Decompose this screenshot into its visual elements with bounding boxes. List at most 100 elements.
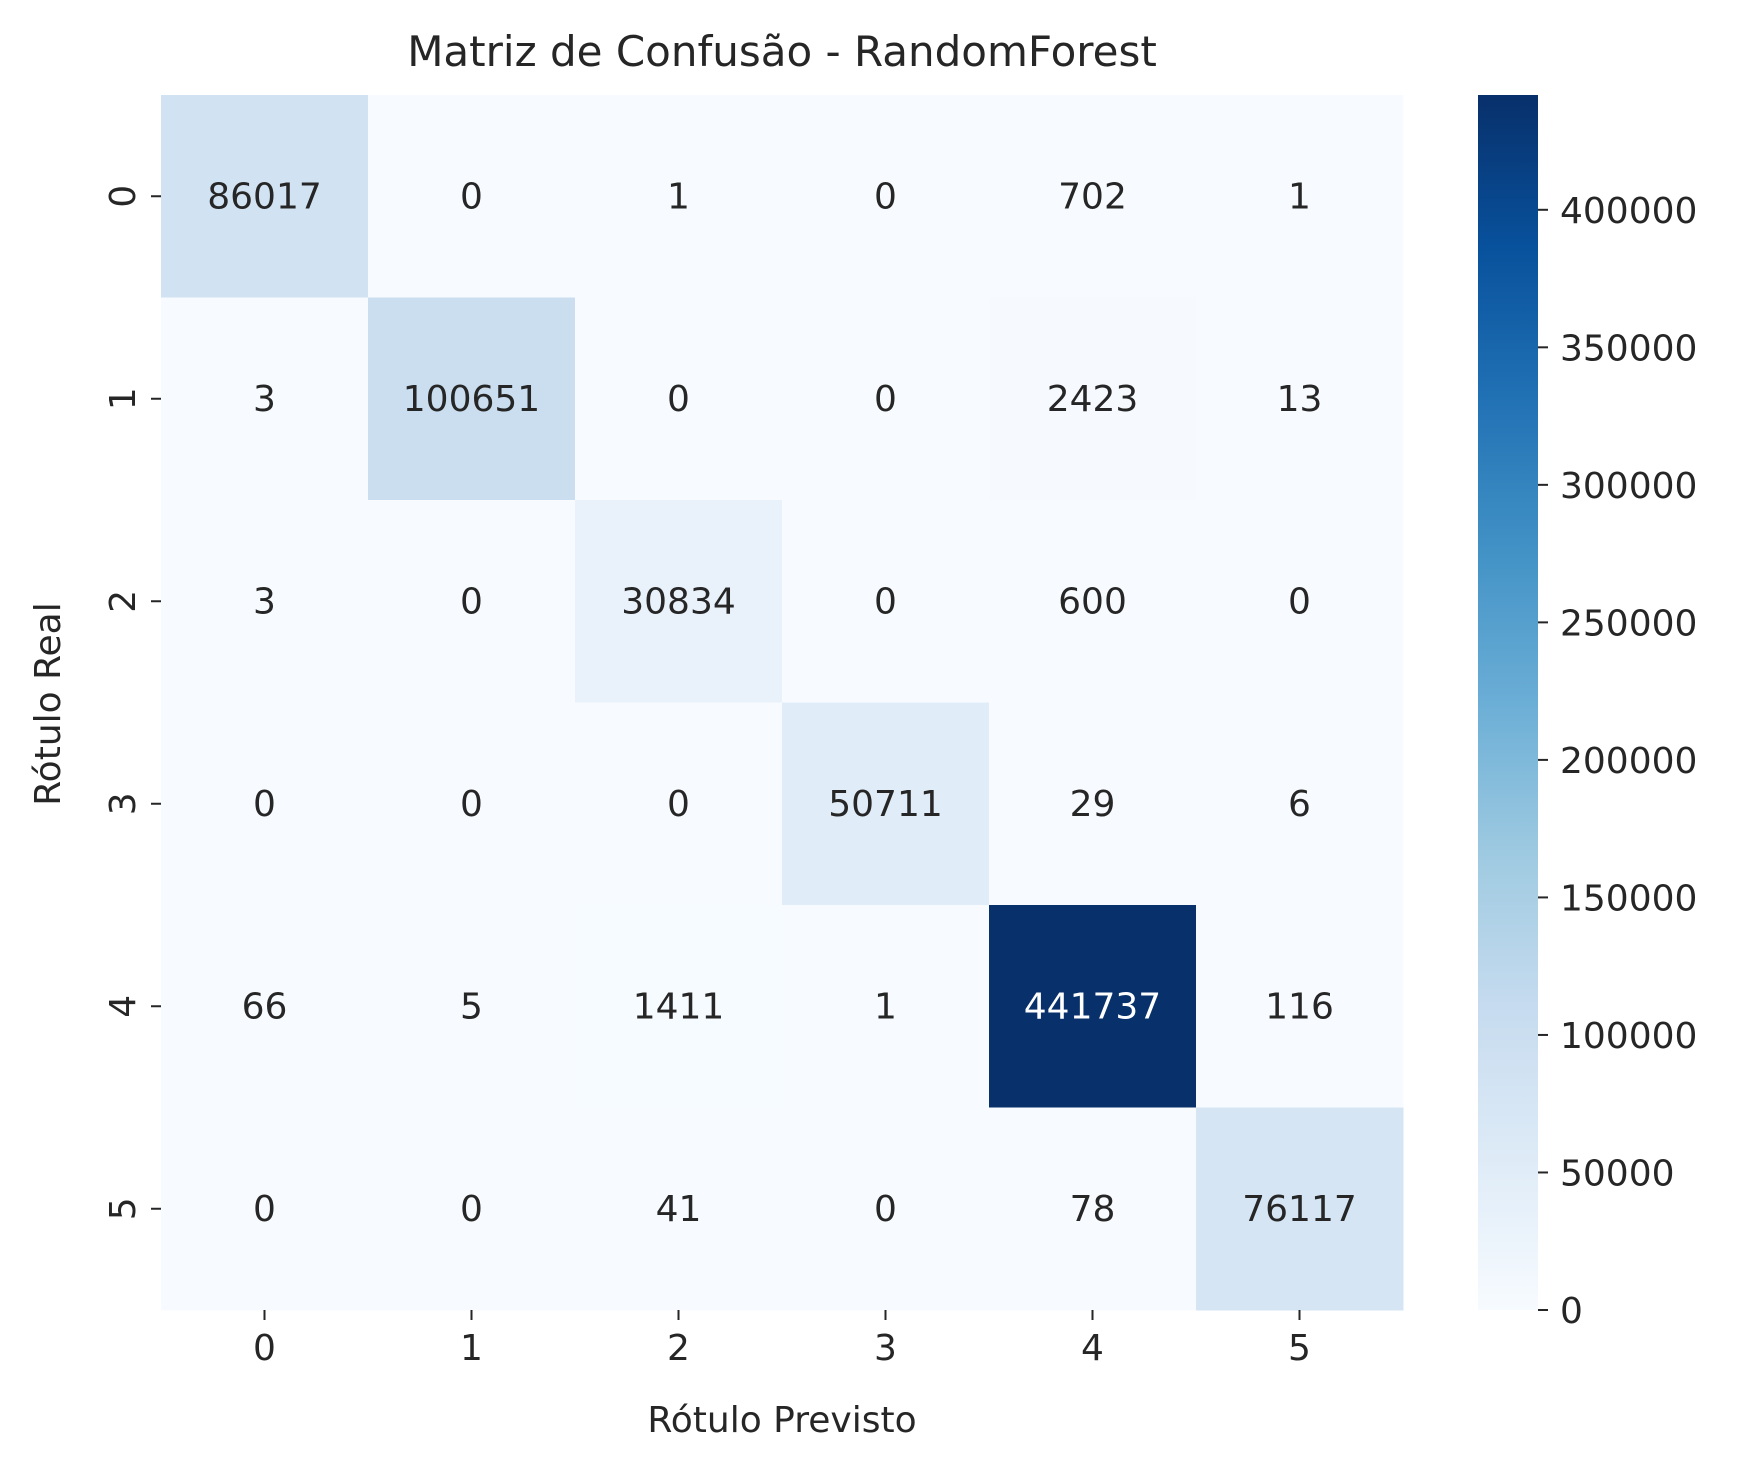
cell-value-label: 1 (874, 986, 897, 1027)
cell-value-label: 13 (1277, 379, 1323, 420)
cell-value-label: 1 (1288, 176, 1311, 217)
colorbar-tick-label: 50000 (1560, 1153, 1675, 1194)
cell-value-label: 41 (656, 1189, 702, 1230)
cell-value-label: 702 (1058, 176, 1127, 217)
cell-value-label: 0 (1288, 581, 1311, 622)
cell-value-label: 0 (667, 379, 690, 420)
cell-value-label: 66 (242, 986, 288, 1027)
cell-value-label: 0 (460, 1189, 483, 1230)
heatmap-cell (782, 95, 990, 298)
colorbar-tick-label: 0 (1560, 1291, 1583, 1332)
heatmap-cell (575, 1107, 783, 1311)
heatmap-cell (575, 905, 783, 1108)
cell-value-label: 1411 (633, 986, 725, 1027)
colorbar-tick-label: 400000 (1560, 191, 1697, 232)
cell-value-label: 29 (1070, 784, 1116, 825)
y-axis-ticks: 0 1 2 3 4 5 (103, 185, 161, 1220)
cell-value-label: 441737 (1024, 986, 1161, 1027)
heatmap-cell (1196, 905, 1404, 1108)
cell-value-label: 0 (874, 581, 897, 622)
heatmap-cell (575, 500, 783, 703)
cell-value-label: 600 (1058, 581, 1127, 622)
cell-value-label: 5 (460, 986, 483, 1027)
heatmap-cell (161, 297, 369, 501)
y-tick-label: 1 (103, 387, 144, 410)
y-tick-label: 3 (103, 792, 144, 815)
heatmap-cell (782, 297, 990, 501)
heatmap-cell (161, 702, 369, 906)
heatmap-cell (368, 297, 576, 501)
x-tick-label: 4 (1081, 1328, 1104, 1369)
colorbar-ticks: 0 50000 100000 150000 200000 250000 300000 3500… (1538, 191, 1697, 1332)
colorbar (1478, 95, 1538, 1310)
heatmap-cell (782, 702, 990, 906)
cell-value-label: 100651 (403, 379, 540, 420)
heatmap-cells (161, 95, 1404, 1311)
x-tick-label: 5 (1288, 1328, 1311, 1369)
heatmap-cell (368, 1107, 576, 1311)
heatmap-cell (161, 905, 369, 1108)
heatmap-cell (989, 1107, 1197, 1311)
heatmap-cell (368, 500, 576, 703)
heatmap-cell (161, 1107, 369, 1311)
colorbar-tick-label: 250000 (1560, 603, 1697, 644)
y-tick-label: 0 (103, 185, 144, 208)
heatmap-cell (575, 702, 783, 906)
chart-title: Matriz de Confusão - RandomForest (407, 27, 1157, 76)
y-tick-label: 2 (103, 590, 144, 613)
heatmap-cell (1196, 500, 1404, 703)
heatmap-cell (782, 1107, 990, 1311)
heatmap-cell (782, 905, 990, 1108)
cell-value-label: 2423 (1047, 379, 1139, 420)
heatmap-cell (989, 297, 1197, 501)
cell-value-label: 0 (874, 379, 897, 420)
x-tick-label: 2 (667, 1328, 690, 1369)
heatmap-cell-labels: 86017 0 1 0 702 13 100651 0 0 2423 133 0 30834 0 600 00… (207, 176, 1357, 1230)
cell-value-label: 1 (667, 176, 690, 217)
heatmap-cell (161, 500, 369, 703)
heatmap-cell (1196, 297, 1404, 501)
heatmap-cell (1196, 95, 1404, 298)
colorbar-tick-label: 350000 (1560, 328, 1697, 369)
cell-value-label: 3 (253, 581, 276, 622)
cell-value-label: 6 (1288, 784, 1311, 825)
cell-value-label: 0 (460, 784, 483, 825)
cell-value-label: 0 (460, 581, 483, 622)
heatmap-cell (989, 702, 1197, 906)
x-tick-label: 3 (874, 1328, 897, 1369)
cell-value-label: 78 (1070, 1189, 1116, 1230)
cell-value-label: 0 (874, 1189, 897, 1230)
heatmap-cell (368, 905, 576, 1108)
heatmap-cell (1196, 1107, 1404, 1311)
heatmap-cell (575, 297, 783, 501)
heatmap-cell (989, 905, 1197, 1108)
colorbar-tick-label: 300000 (1560, 466, 1697, 507)
cell-value-label: 0 (253, 784, 276, 825)
cell-value-label: 116 (1265, 986, 1334, 1027)
x-axis-ticks: 0 1 2 3 4 5 (253, 1310, 1311, 1369)
cell-value-label: 0 (253, 1189, 276, 1230)
y-axis-label: Rótulo Real (28, 602, 69, 805)
heatmap-cell (368, 95, 576, 298)
heatmap-cell (989, 500, 1197, 703)
cell-value-label: 0 (874, 176, 897, 217)
y-tick-label: 4 (103, 995, 144, 1018)
colorbar-tick-label: 200000 (1560, 741, 1697, 782)
x-tick-label: 0 (253, 1328, 276, 1369)
x-axis-label: Rótulo Previsto (647, 1400, 916, 1441)
cell-value-label: 86017 (207, 176, 322, 217)
cell-value-label: 0 (667, 784, 690, 825)
colorbar-tick-label: 100000 (1560, 1016, 1697, 1057)
heatmap-cell (368, 702, 576, 906)
heatmap-cell (989, 95, 1197, 298)
heatmap-cell (161, 95, 369, 298)
colorbar-tick-label: 150000 (1560, 878, 1697, 919)
heatmap-cell (575, 95, 783, 298)
heatmap-cell (1196, 702, 1404, 906)
cell-value-label: 30834 (621, 581, 736, 622)
x-tick-label: 1 (460, 1328, 483, 1369)
cell-value-label: 76117 (1242, 1189, 1357, 1230)
cell-value-label: 3 (253, 379, 276, 420)
cell-value-label: 50711 (828, 784, 943, 825)
